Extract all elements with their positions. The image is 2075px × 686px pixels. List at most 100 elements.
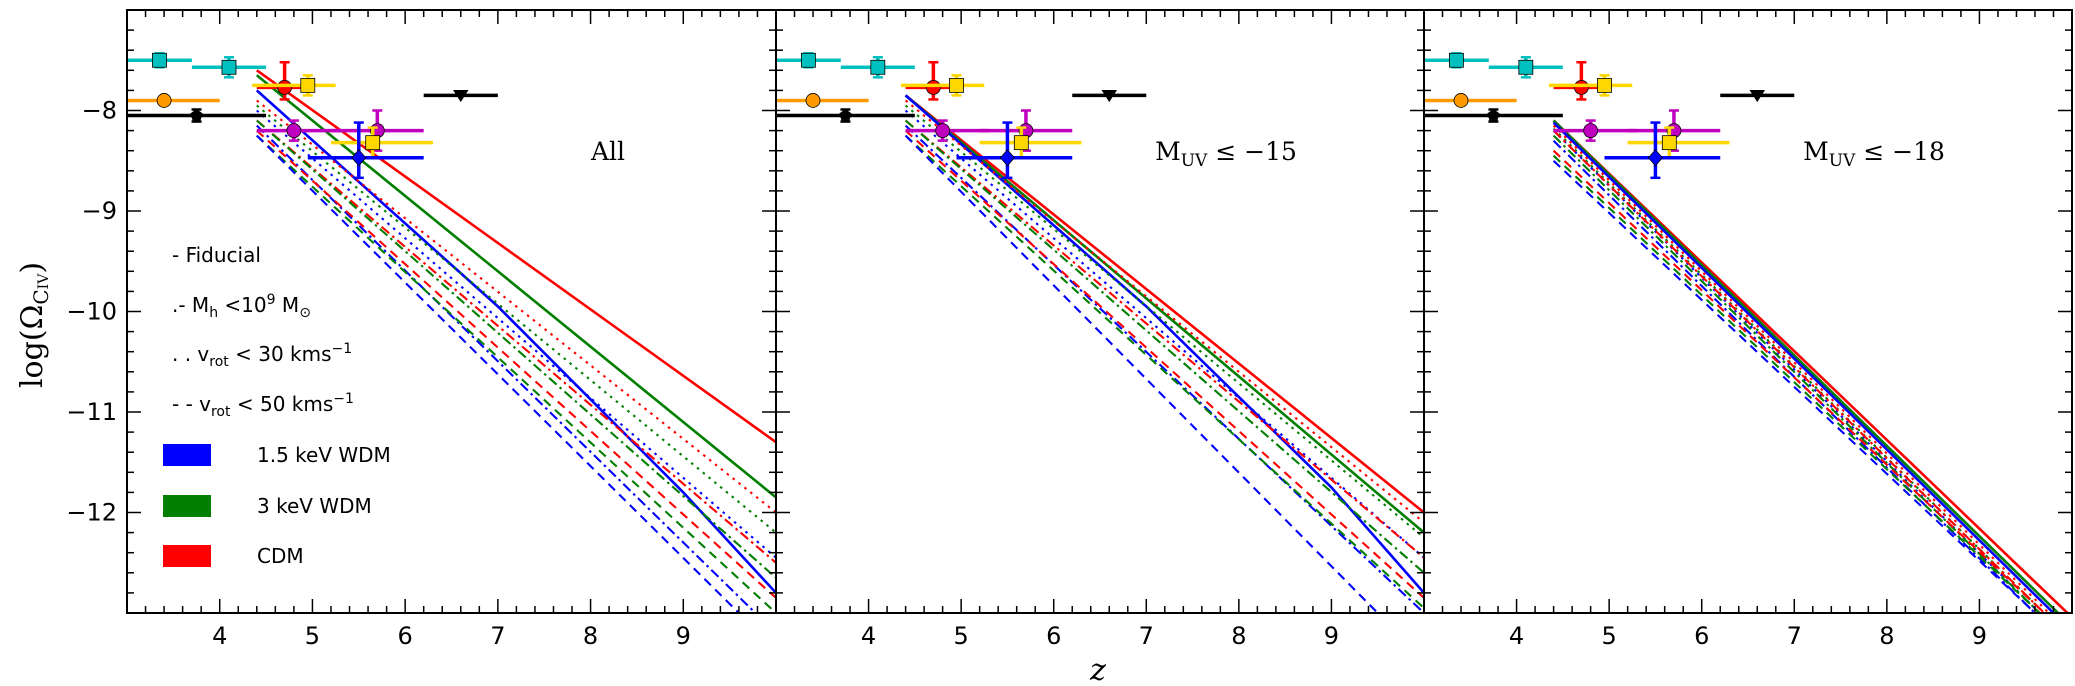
obs-marker-circle xyxy=(1453,93,1469,108)
panel-3-plot-area xyxy=(1424,51,2069,613)
legend-text-part: h xyxy=(209,305,218,321)
legend-linestyle-dashdot: .- Mh <109 M⊙ xyxy=(172,292,311,321)
legend-text-part: - - v xyxy=(172,392,211,416)
observation-point xyxy=(1424,93,1517,108)
observation-point xyxy=(1424,108,1563,123)
obs-marker-square xyxy=(300,77,316,93)
observation-point xyxy=(1627,126,1730,159)
observation-point xyxy=(905,119,989,142)
obs-marker-square xyxy=(221,59,237,75)
obs-marker-square xyxy=(152,52,167,68)
obs-marker-circle xyxy=(156,93,172,108)
obs-marker-triangle xyxy=(1101,90,1117,103)
observation-point xyxy=(127,93,220,108)
series-line-wdm-3-kev-dashed xyxy=(904,134,1424,609)
legend-text-part: - Fiducial xyxy=(172,243,261,267)
legend-swatch xyxy=(163,495,211,517)
series-line-cdm-dotted xyxy=(256,99,776,514)
series-line-wdm-3-kev-dotted xyxy=(1552,127,2045,613)
obs-marker-square xyxy=(801,52,816,68)
obs-marker-square xyxy=(1449,52,1464,68)
panel-1-plot-area xyxy=(127,51,776,613)
x-tick-label: 4 xyxy=(212,622,227,650)
panel-2-plot-area xyxy=(776,51,1424,613)
series-line-wdm-3-kev-dashed xyxy=(256,134,776,613)
obs-marker-diamond xyxy=(999,149,1015,167)
y-tick-label: −10 xyxy=(66,298,117,326)
legend-model-label: 1.5 keV WDM xyxy=(257,443,391,467)
panel-label-rest: ≤ −18 xyxy=(1855,137,1945,166)
panel-label-rest: ≤ −15 xyxy=(1207,137,1297,166)
x-tick-label: 8 xyxy=(583,622,598,650)
observation-point xyxy=(256,119,341,142)
legend-model-label: 3 keV WDM xyxy=(257,494,372,518)
series-line-wdm-3-kev-dashdot xyxy=(904,119,1424,574)
obs-marker-square xyxy=(1661,135,1677,151)
legend-text-part: < 30 kms xyxy=(229,342,332,366)
observation-point xyxy=(127,51,192,69)
series-line-wdm-3-kev-dashdot xyxy=(256,119,776,579)
x-tick-label: 5 xyxy=(954,622,969,650)
x-tick-label: 8 xyxy=(1879,622,1894,650)
y-axis-label-close: ) xyxy=(15,262,50,274)
observation-point xyxy=(252,74,336,97)
legend-text-part: −1 xyxy=(332,341,353,357)
series-line-cdm-solid xyxy=(904,94,1424,514)
obs-marker-square xyxy=(870,59,886,75)
obs-marker-diamond xyxy=(1647,149,1663,167)
legend-text-part: . . v xyxy=(172,342,209,366)
panel-label-main: All xyxy=(590,137,625,166)
obs-marker-circle xyxy=(935,123,951,139)
obs-marker-circle xyxy=(1573,79,1589,95)
legend-text-part: ⊙ xyxy=(299,305,311,321)
series-line-wdm-15-kev-solid xyxy=(1552,121,2055,613)
y-tick-label: −11 xyxy=(66,398,117,426)
panel-label-main: M xyxy=(1803,137,1829,166)
obs-marker-square xyxy=(365,135,381,151)
x-tick-label: 7 xyxy=(1787,622,1802,650)
observation-point xyxy=(979,126,1082,159)
plot-layer xyxy=(127,51,2069,613)
panel-label-sub: UV xyxy=(1181,151,1208,171)
panel-2-label: MUV ≤ −15 xyxy=(1155,137,1297,171)
panel-label-main: M xyxy=(1155,137,1181,166)
observation-point xyxy=(423,90,498,103)
series-line-wdm-15-kev-dashdot xyxy=(904,124,1424,613)
x-tick-label: 5 xyxy=(1602,622,1617,650)
obs-marker-square xyxy=(1518,59,1534,75)
legend-text-part: −1 xyxy=(333,391,354,407)
x-tick-label: 6 xyxy=(1694,622,1709,650)
x-tick-label: 7 xyxy=(490,622,505,650)
x-tick-label: 6 xyxy=(1046,622,1061,650)
obs-marker-square xyxy=(949,77,964,93)
observation-point xyxy=(776,93,869,108)
x-tick-label: 4 xyxy=(1509,622,1524,650)
y-axis-label-main: log(Ω xyxy=(15,305,50,388)
series-line-cdm-dashed xyxy=(256,129,776,599)
observation-point xyxy=(956,121,1073,180)
series-line-wdm-15-kev-dashed xyxy=(256,134,740,613)
series-line-cdm-dashed xyxy=(1552,149,2045,613)
x-tick-label: 8 xyxy=(1231,622,1246,650)
series-line-wdm-15-kev-dotted xyxy=(256,109,776,559)
observation-point xyxy=(307,121,424,180)
legend: - Fiducial.- Mh <109 M⊙. . vrot < 30 kms… xyxy=(163,243,391,568)
observation-point xyxy=(1072,90,1147,103)
legend-linestyle-dashed: - - vrot < 50 kms−1 xyxy=(172,391,354,420)
obs-marker-pentagon xyxy=(839,109,852,121)
x-tick-label: 9 xyxy=(1324,622,1339,650)
observation-point xyxy=(1604,121,1721,180)
observation-point xyxy=(900,74,985,97)
y-axis-label-sub2: IV xyxy=(36,273,52,290)
axis-labels: z log(ΩCIV) xyxy=(15,262,1106,686)
legend-text-part: <10 xyxy=(218,293,267,317)
series-line-cdm-dotted xyxy=(904,99,1424,524)
series-line-wdm-3-kev-solid xyxy=(904,94,1424,534)
observation-point xyxy=(1424,51,1489,69)
x-tick-label: 5 xyxy=(305,622,320,650)
obs-marker-circle xyxy=(925,79,941,95)
observation-point xyxy=(776,51,841,69)
legend-linestyle-solid: - Fiducial xyxy=(172,243,261,267)
legend-text-part: 9 xyxy=(267,292,276,308)
